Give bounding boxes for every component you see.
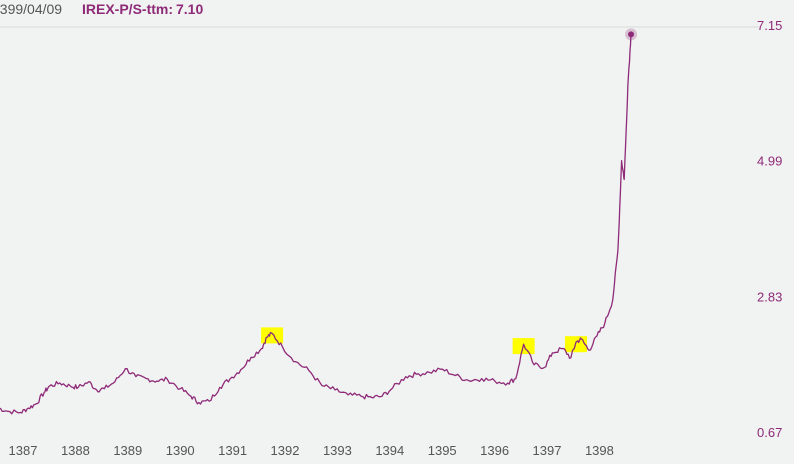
- x-tick-label: 1390: [166, 443, 195, 458]
- y-tick-label: 0.67: [757, 425, 782, 440]
- x-tick-label: 1394: [375, 443, 404, 458]
- x-tick-label: 1393: [323, 443, 352, 458]
- series-line: [0, 34, 632, 415]
- x-tick-label: 1392: [271, 443, 300, 458]
- chart-header: 1399/04/09 IREX-P/S-ttm: 7.10: [0, 0, 760, 18]
- x-tick-label: 1388: [61, 443, 90, 458]
- indicator-label: IREX-P/S-ttm:: [82, 1, 173, 17]
- x-tick-label: 1389: [113, 443, 142, 458]
- y-tick-label: 4.99: [757, 154, 782, 169]
- last-point-marker: [628, 31, 635, 38]
- x-tick-label: 1397: [533, 443, 562, 458]
- x-tick-label: 1391: [218, 443, 247, 458]
- x-tick-label: 1398: [585, 443, 614, 458]
- x-tick-label: 1387: [9, 443, 38, 458]
- indicator-value: 7.10: [176, 1, 204, 17]
- y-tick-label: 7.15: [757, 18, 782, 33]
- x-tick-label: 1395: [428, 443, 457, 458]
- peak-highlight: [261, 327, 284, 344]
- x-tick-label: 1396: [480, 443, 509, 458]
- crosshair-date: 1399/04/09: [0, 1, 63, 17]
- y-tick-label: 2.83: [757, 289, 782, 304]
